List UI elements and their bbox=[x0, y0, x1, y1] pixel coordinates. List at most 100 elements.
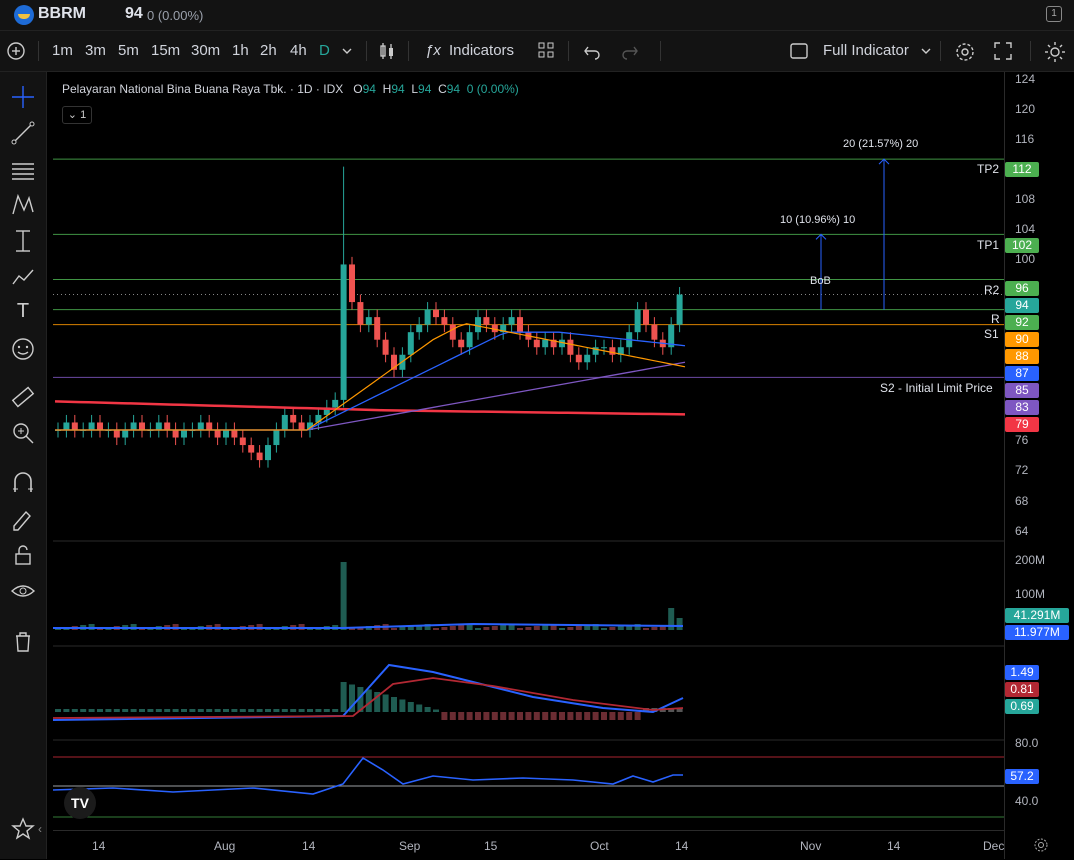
candle-body bbox=[651, 324, 658, 340]
measure-range-icon[interactable] bbox=[10, 228, 36, 254]
tick-64: 64 bbox=[1015, 524, 1029, 538]
macd-histogram-bar bbox=[197, 709, 204, 712]
macd-histogram-bar bbox=[424, 707, 431, 712]
candles-icon[interactable] bbox=[378, 41, 396, 61]
interval-1m[interactable]: 1m bbox=[52, 42, 73, 59]
measure-label-1: 10 (10.96%) 10 bbox=[780, 214, 856, 226]
level-label-r2: R2 bbox=[984, 283, 1000, 297]
macd-histogram-bar bbox=[357, 687, 364, 712]
candle-body bbox=[181, 430, 187, 438]
volume-bar bbox=[575, 626, 582, 630]
candle-body bbox=[88, 422, 95, 430]
interval-5m[interactable]: 5m bbox=[118, 42, 139, 59]
candle-body bbox=[508, 317, 515, 325]
macd-histogram-bar bbox=[617, 712, 624, 720]
macd-line bbox=[53, 663, 684, 721]
candle-body bbox=[315, 414, 322, 423]
redo-icon[interactable] bbox=[620, 41, 640, 61]
macd-histogram-bar bbox=[256, 709, 263, 712]
lock-icon[interactable] bbox=[10, 542, 36, 568]
macd-histogram-bar bbox=[248, 709, 255, 712]
settings-gear-icon[interactable] bbox=[954, 41, 976, 63]
legend-collapse-button[interactable]: ⌄ 1 bbox=[62, 106, 92, 124]
macd-histogram-bar bbox=[290, 709, 297, 712]
indicators-button[interactable]: Indicators bbox=[449, 42, 515, 59]
layout-grid-icon[interactable] bbox=[537, 41, 555, 59]
forecast-icon[interactable] bbox=[10, 264, 36, 290]
candle-body bbox=[466, 332, 473, 348]
macd-histogram-bar bbox=[466, 712, 473, 720]
macd-histogram-bar bbox=[147, 709, 154, 712]
time-axis[interactable]: 14 Aug 14 Sep 15 Oct 14 Nov 14 Dec bbox=[53, 830, 1048, 860]
price-tag-96: 96 bbox=[1005, 281, 1039, 296]
macd-histogram-bar bbox=[315, 709, 322, 712]
legend-low: 94 bbox=[418, 82, 432, 96]
ruler-icon[interactable] bbox=[10, 384, 36, 410]
text-tool-icon[interactable]: T bbox=[16, 300, 30, 322]
candle-body bbox=[298, 422, 305, 430]
interval-3m[interactable]: 3m bbox=[85, 42, 106, 59]
interval-4h[interactable]: 4h bbox=[290, 42, 307, 59]
magnet-icon[interactable] bbox=[10, 470, 36, 496]
candle-body bbox=[533, 339, 540, 348]
candle-body bbox=[206, 422, 213, 430]
fullscreen-icon[interactable] bbox=[993, 41, 1013, 61]
rsi-line bbox=[53, 756, 683, 795]
legend-open: 94 bbox=[362, 82, 376, 96]
lock-drawing-pencil-icon[interactable] bbox=[10, 506, 36, 532]
macd-histogram-bar bbox=[298, 709, 305, 712]
chart-legend: Pelayaran National Bina Buana Raya Tbk. … bbox=[62, 82, 519, 96]
trash-icon[interactable] bbox=[10, 628, 36, 654]
crosshair-icon[interactable] bbox=[10, 84, 36, 110]
macd-histogram-bar bbox=[567, 712, 574, 720]
trendline-icon[interactable] bbox=[10, 120, 36, 146]
interval-30m[interactable]: 30m bbox=[191, 42, 221, 59]
axis-settings-gear-icon[interactable] bbox=[1033, 837, 1049, 853]
candle-body bbox=[357, 302, 364, 325]
tick-108: 108 bbox=[1015, 192, 1036, 206]
candle-body bbox=[483, 317, 490, 325]
template-chevron-down-icon[interactable] bbox=[920, 45, 932, 57]
add-symbol-icon[interactable] bbox=[6, 41, 26, 61]
macd-histogram-bar bbox=[407, 702, 414, 712]
candle-body bbox=[407, 332, 414, 355]
interval-15m[interactable]: 15m bbox=[151, 42, 181, 59]
legend-close: 94 bbox=[446, 82, 461, 96]
fx-icon[interactable]: ƒx bbox=[425, 42, 441, 59]
candle-body bbox=[63, 422, 70, 430]
volume-bar bbox=[491, 626, 498, 630]
candle-body bbox=[97, 422, 103, 430]
macd-histogram-bar bbox=[500, 712, 507, 720]
zoom-in-icon[interactable] bbox=[10, 420, 36, 446]
fib-lines-icon[interactable] bbox=[10, 158, 36, 184]
legend-title: Pelayaran National Bina Buana Raya Tbk. … bbox=[62, 82, 344, 96]
emoji-icon[interactable] bbox=[10, 336, 36, 362]
chart-canvas[interactable] bbox=[53, 72, 1004, 859]
macd-histogram-bar bbox=[189, 709, 196, 712]
volume-bar bbox=[475, 628, 481, 630]
collapse-toolbar-chevron-icon[interactable]: ‹ bbox=[38, 822, 42, 836]
macd-histogram-bar bbox=[239, 709, 246, 712]
macd-histogram-bar bbox=[584, 712, 591, 720]
window-count-badge[interactable]: 1 bbox=[1046, 6, 1062, 22]
theme-sun-icon[interactable] bbox=[1044, 41, 1066, 63]
candle-body bbox=[248, 445, 255, 453]
candle-body bbox=[416, 324, 423, 333]
price-tag-92: 92 bbox=[1005, 315, 1039, 330]
interval-1h[interactable]: 1h bbox=[232, 42, 249, 59]
chevron-down-icon[interactable] bbox=[341, 45, 353, 57]
symbol-name[interactable]: BBRM bbox=[38, 5, 86, 22]
macd-histogram-bar bbox=[80, 709, 87, 712]
interval-d[interactable]: D bbox=[319, 42, 330, 59]
undo-icon[interactable] bbox=[582, 41, 602, 61]
template-checkbox[interactable] bbox=[789, 41, 809, 61]
eye-icon[interactable] bbox=[10, 578, 36, 604]
interval-2h[interactable]: 2h bbox=[260, 42, 277, 59]
star-icon[interactable] bbox=[10, 816, 36, 842]
candle-body bbox=[374, 317, 381, 340]
price-axis[interactable]: 124 120 116 108 104 100 76 72 68 64 112 … bbox=[1004, 72, 1074, 859]
pattern-icon[interactable] bbox=[10, 192, 36, 218]
template-selector[interactable]: Full Indicator bbox=[823, 42, 909, 59]
tradingview-logo[interactable]: TV bbox=[64, 787, 96, 819]
volume-bar bbox=[500, 625, 507, 630]
